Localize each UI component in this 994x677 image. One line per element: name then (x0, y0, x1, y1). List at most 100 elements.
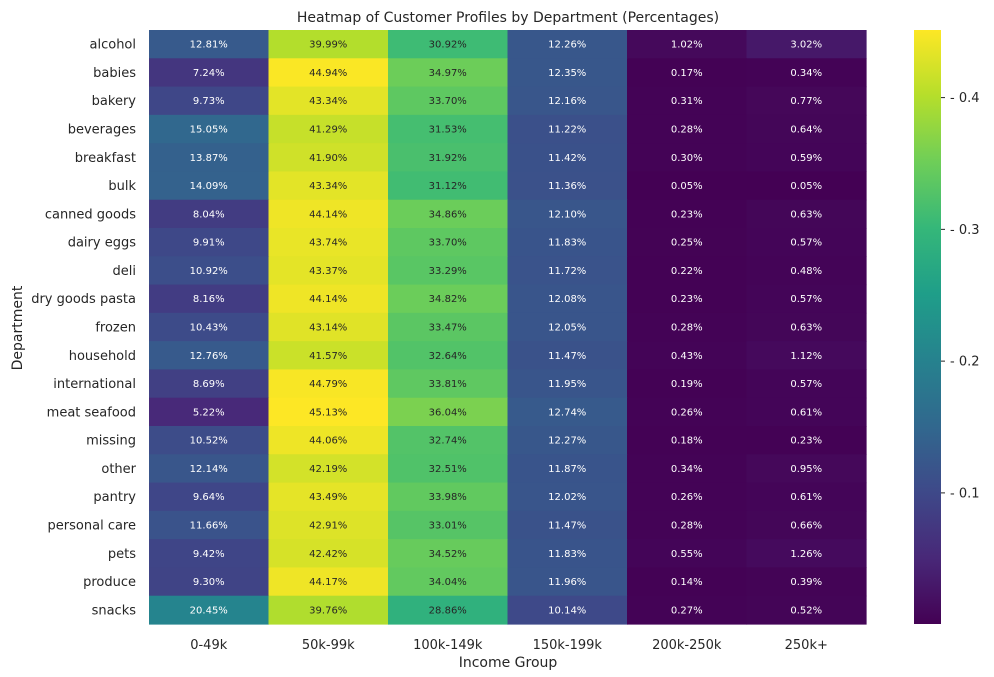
heatmap-cell (268, 171, 389, 201)
cell-value-label: 0.34% (790, 68, 822, 79)
cell-value-label: 10.52% (190, 436, 228, 447)
heatmap-cell (149, 228, 270, 257)
cell-value-label: 11.87% (548, 464, 586, 475)
cell-value-label: 0.61% (790, 492, 822, 503)
cell-value-label: 0.48% (790, 266, 822, 277)
chart-title: Heatmap of Customer Profiles by Departme… (297, 10, 719, 26)
cell-value-label: 12.16% (548, 96, 586, 107)
heatmap-cell (746, 143, 867, 173)
cell-value-label: 33.29% (429, 266, 467, 277)
heatmap-cell (746, 510, 867, 540)
cell-value-label: 10.14% (548, 605, 586, 616)
heatmap-cell (507, 143, 628, 173)
y-tick-label: snacks (92, 603, 137, 618)
y-tick-label: international (53, 377, 136, 392)
cell-value-label: 11.83% (548, 238, 586, 249)
colorbar (914, 30, 941, 624)
heatmap-cell (388, 341, 509, 371)
cell-value-label: 8.69% (193, 379, 225, 390)
heatmap-cell (149, 426, 270, 455)
x-tick-label: 50k-99k (302, 638, 355, 653)
cell-value-label: 33.70% (429, 238, 467, 249)
cell-value-label: 0.59% (790, 153, 822, 164)
cell-value-label: 11.36% (548, 181, 586, 192)
cell-value-label: 12.02% (548, 492, 586, 503)
colorbar-ticks: - 0.1 - 0.2 - 0.3 - 0.4 (941, 91, 980, 501)
x-tick-label: 100k-149k (413, 638, 483, 653)
heatmap-cell (507, 228, 628, 257)
heatmap-cell (627, 312, 748, 342)
cell-value-label: 0.66% (790, 521, 822, 532)
heatmap-cell (149, 454, 270, 484)
cell-value-label: 9.73% (193, 96, 225, 107)
heatmap-cell (507, 482, 628, 512)
heatmap-cell (388, 454, 509, 484)
heatmap-cell (268, 199, 389, 229)
cell-value-label: 1.26% (790, 549, 822, 560)
heatmap-cell (627, 397, 748, 427)
cell-value-label: 44.17% (309, 577, 347, 588)
cell-value-label: 43.49% (309, 492, 347, 503)
y-tick-labels: alcohol babies bakery beverages breakfast bul… (31, 38, 136, 619)
cell-value-label: 11.42% (548, 153, 586, 164)
cell-value-label: 30.92% (429, 40, 467, 51)
cell-value-label: 11.96% (548, 577, 586, 588)
cell-value-label: 0.19% (671, 379, 703, 390)
cell-value-label: 44.94% (309, 68, 347, 79)
cell-value-label: 31.12% (429, 181, 467, 192)
cell-value-label: 32.64% (429, 351, 467, 362)
y-tick-label: breakfast (75, 151, 136, 166)
heatmap-cell (627, 143, 748, 173)
cell-value-label: 8.04% (193, 209, 225, 220)
cell-value-label: 0.05% (790, 181, 822, 192)
heatmap-cell (388, 369, 509, 399)
heatmap-cell (388, 397, 509, 427)
cell-value-label: 12.08% (548, 294, 586, 305)
heatmap-cell (627, 30, 748, 59)
cell-value-label: 0.31% (671, 96, 703, 107)
y-tick-label: other (101, 462, 136, 477)
heatmap-cell (746, 171, 867, 201)
heatmap-cell (268, 58, 389, 88)
cell-value-label: 0.27% (671, 605, 703, 616)
heatmap-cell (268, 397, 389, 427)
heatmap-cell (388, 539, 509, 569)
heatmap-cell (149, 567, 270, 597)
cell-value-label: 12.26% (548, 40, 586, 51)
heatmap-cell (268, 539, 389, 569)
cell-value-label: 9.64% (193, 492, 225, 503)
x-tick-label: 0-49k (190, 638, 228, 653)
cell-value-label: 11.72% (548, 266, 586, 277)
y-tick-label: deli (113, 264, 136, 279)
heatmap-cell (149, 256, 270, 286)
heatmap-cell (268, 284, 389, 314)
heatmap-cell (627, 595, 748, 625)
heatmap-cell (507, 30, 628, 59)
heatmap-cell (746, 256, 867, 286)
heatmap-cell (149, 86, 270, 116)
heatmap-cell (507, 426, 628, 455)
y-tick-label: canned goods (45, 207, 136, 222)
heatmap-cell (268, 426, 389, 455)
cell-value-label: 43.37% (309, 266, 347, 277)
heatmap-cell (268, 256, 389, 286)
heatmap-cell (507, 171, 628, 201)
heatmap-cell (268, 312, 389, 342)
heatmap-cell (746, 341, 867, 371)
heatmap-cell (627, 86, 748, 116)
cell-value-label: 44.06% (309, 436, 347, 447)
cell-value-label: 34.52% (429, 549, 467, 560)
heatmap-cell (746, 369, 867, 399)
cell-value-label: 0.77% (790, 96, 822, 107)
heatmap-cell (627, 114, 748, 144)
heatmap-cell (627, 567, 748, 597)
cell-value-label: 11.22% (548, 125, 586, 136)
heatmap-cell (388, 228, 509, 257)
heatmap-cell (149, 114, 270, 144)
heatmap-cell (149, 539, 270, 569)
heatmap-cell (149, 341, 270, 371)
heatmap-cell (388, 114, 509, 144)
cell-value-label: 12.27% (548, 436, 586, 447)
cell-value-label: 0.23% (790, 436, 822, 447)
heatmap-cell (746, 482, 867, 512)
